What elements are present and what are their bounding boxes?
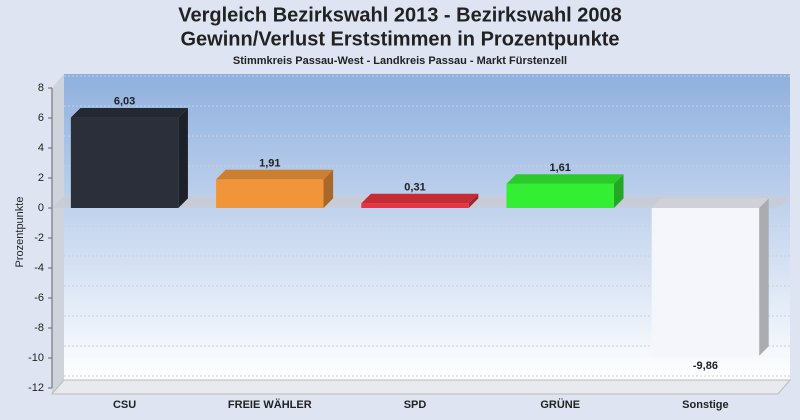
value-label: -9,86 [693, 360, 718, 372]
bar-side [759, 198, 769, 356]
bar [361, 203, 469, 208]
chart-title: Vergleich Bezirkswahl 2013 - Bezirkswahl… [178, 4, 622, 26]
bar-side [468, 193, 479, 208]
x-tick-label: FREIE WÄHLER [228, 398, 312, 411]
y-tick-label: -2 [34, 232, 44, 244]
chart-caption: Stimmkreis Passau-West - Landkreis Passa… [233, 55, 567, 67]
y-tick-label: -6 [34, 292, 44, 304]
bar-side [323, 169, 334, 208]
y-tick-label: 2 [38, 172, 44, 184]
bar [216, 179, 324, 208]
bar [70, 117, 179, 208]
bar [651, 208, 760, 356]
x-tick-label: GRÜNE [540, 398, 580, 411]
value-label: 6,03 [114, 95, 135, 107]
y-tick-label: -10 [28, 352, 44, 364]
x-tick-label: SPD [404, 399, 427, 411]
y-axis-label: Prozentpunkte [14, 197, 26, 268]
y-tick-label: 8 [38, 82, 44, 94]
x-tick-label: Sonstige [682, 399, 728, 411]
y-tick-label: -12 [28, 382, 44, 394]
bar-top [506, 174, 624, 184]
x-tick-label: CSU [113, 399, 136, 411]
y-tick-label: 6 [38, 112, 44, 124]
bar [506, 183, 614, 208]
bar-top [70, 107, 188, 118]
side-wall [52, 74, 64, 394]
bar-top [216, 169, 334, 180]
chart-subtitle: Gewinn/Verlust Erststimmen in Prozentpun… [181, 28, 620, 50]
bar-side [613, 174, 624, 208]
bar-top [361, 193, 479, 204]
y-tick-label: 4 [38, 142, 44, 154]
value-label: 1,91 [259, 157, 280, 169]
y-tick-label: -8 [34, 322, 44, 334]
value-label: 0,31 [404, 181, 425, 193]
value-label: 1,61 [549, 162, 570, 174]
bar-side [178, 107, 188, 208]
y-tick-label: 0 [38, 202, 44, 214]
y-tick-label: -4 [34, 262, 44, 274]
floor [50, 379, 792, 395]
bar-top [651, 198, 769, 208]
